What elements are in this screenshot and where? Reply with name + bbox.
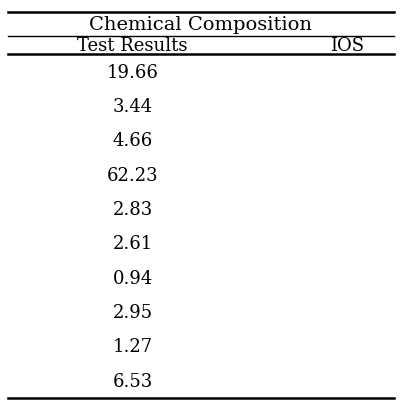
- Text: 19.66: 19.66: [106, 63, 158, 81]
- Text: 6.53: 6.53: [112, 372, 152, 390]
- Text: 2.83: 2.83: [112, 200, 152, 219]
- Text: Chemical Composition: Chemical Composition: [89, 16, 312, 34]
- Text: Test Results: Test Results: [77, 37, 187, 55]
- Text: 0.94: 0.94: [112, 269, 152, 287]
- Text: 2.95: 2.95: [112, 303, 152, 321]
- Text: 2.61: 2.61: [112, 235, 152, 253]
- Text: 1.27: 1.27: [112, 338, 152, 355]
- Text: 62.23: 62.23: [107, 166, 158, 184]
- Text: 4.66: 4.66: [112, 132, 152, 150]
- Text: IOS: IOS: [329, 37, 363, 55]
- Text: 3.44: 3.44: [112, 98, 152, 115]
